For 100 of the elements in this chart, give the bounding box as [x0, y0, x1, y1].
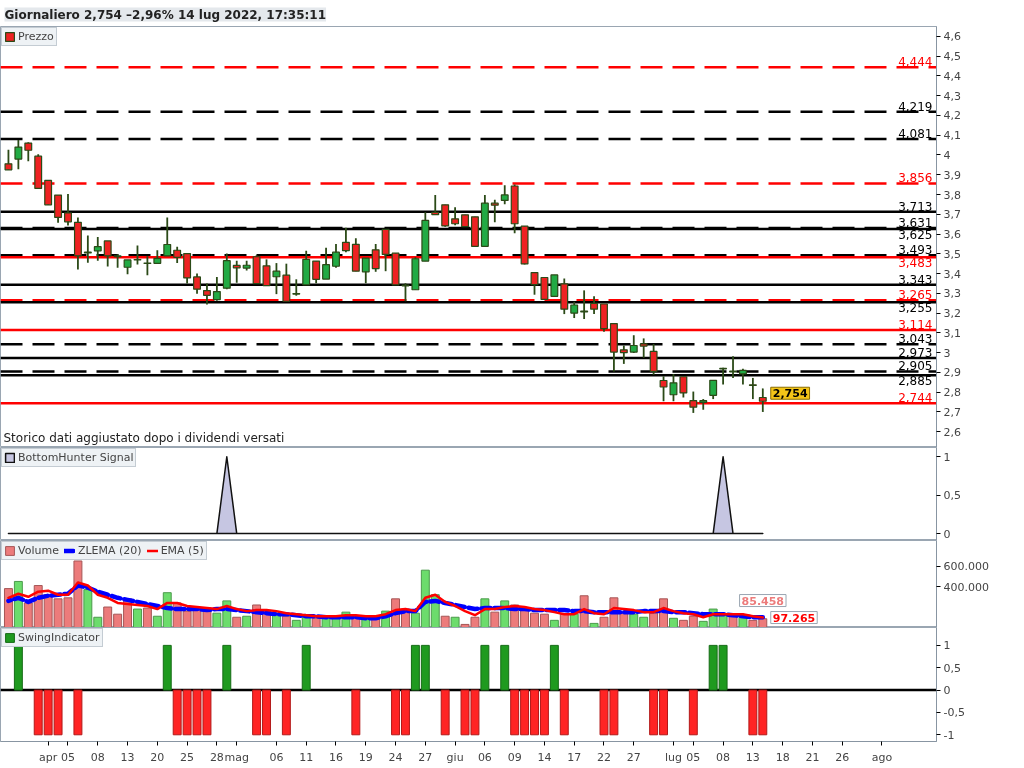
candlestick	[103, 240, 112, 268]
candlestick	[332, 243, 340, 269]
candlestick	[649, 343, 658, 376]
x-tick-label: apr	[39, 750, 58, 764]
candlestick	[64, 193, 72, 227]
x-tick-label: lug	[664, 750, 682, 764]
y-tick-label: 3,1	[943, 326, 961, 340]
legend-label: SwingIndicator	[18, 631, 100, 644]
candlestick	[490, 198, 499, 224]
x-tick-label: mag	[224, 750, 249, 764]
x-tick-label: 17	[567, 750, 582, 764]
candlestick	[371, 243, 380, 273]
ref-line-label: 3,631	[898, 215, 933, 230]
ref-line-label: 4,219	[898, 99, 933, 114]
bar	[440, 615, 450, 627]
ref-line-label: 4,081	[898, 126, 933, 141]
ref-line-label: 3,114	[898, 318, 933, 333]
bar	[232, 616, 242, 627]
bar	[559, 613, 569, 627]
y-tick-label: 4,4	[943, 69, 961, 83]
candlestick	[441, 203, 450, 228]
chart-title: Giornaliero 2,754 –2,96% 14 lug 2022, 17:35:11	[4, 7, 327, 22]
y-tick-label: -0,5	[943, 706, 965, 720]
x-tick-label: ago	[871, 750, 893, 764]
ref-line-label: 3,625	[898, 228, 933, 243]
x-tick-label: 22	[596, 750, 611, 764]
y-tick-label: 1	[943, 639, 951, 653]
candlestick	[133, 244, 142, 266]
candlestick	[322, 246, 331, 280]
bar	[311, 617, 321, 627]
x-tick-label: 21	[805, 750, 820, 764]
candlestick	[709, 379, 718, 400]
x-tick-label: 13	[120, 750, 135, 764]
y-tick-label: 2,9	[943, 366, 961, 380]
y-tick-label: 2,8	[943, 386, 961, 400]
x-tick-label: 19	[358, 750, 373, 764]
candlestick	[580, 289, 589, 320]
text: 2,754	[772, 387, 808, 401]
y-tick-label: 2,6	[943, 425, 961, 439]
bar	[569, 613, 579, 627]
y-tick-label: 3,9	[943, 168, 961, 182]
x-tick-label: 05	[61, 750, 75, 764]
x-tick-label: 06	[477, 750, 492, 764]
bar	[589, 622, 599, 627]
y-tick-label: 4,3	[943, 89, 961, 103]
ref-line-label: 4,444	[898, 55, 933, 70]
x-tick-label: 14	[537, 750, 552, 764]
candlestick	[679, 375, 688, 399]
y-tick-label: 3,6	[943, 228, 961, 242]
y-tick-label: 3,8	[943, 188, 961, 202]
x-tick-label: 05	[686, 750, 701, 764]
y-tick-label: -1	[943, 728, 955, 742]
candlestick	[689, 390, 698, 414]
candlestick	[748, 377, 757, 400]
x-tick-label: 16	[328, 750, 343, 764]
candlestick	[500, 184, 509, 206]
x-tick-label: 20	[150, 750, 165, 764]
y-tick-label: 3,2	[943, 307, 961, 321]
ref-line-label: 2,973	[898, 345, 933, 360]
candlestick	[202, 282, 211, 306]
ref-line-label: 3,493	[898, 243, 933, 258]
candlestick	[550, 274, 559, 297]
candlestick	[758, 387, 767, 413]
bar	[133, 608, 142, 627]
bar	[142, 607, 152, 627]
x-tick-label: 27	[626, 750, 641, 764]
bar	[450, 616, 460, 627]
candlestick	[639, 337, 648, 359]
bar	[281, 615, 291, 627]
legend-label: BottomHunter Signal	[18, 451, 134, 464]
ref-line-label: 3,856	[898, 171, 933, 186]
ref-line-label: 2,744	[898, 391, 933, 406]
y-tick-label: 3,7	[943, 208, 961, 222]
candlestick	[193, 272, 201, 295]
ref-line-label: 3,043	[898, 332, 933, 347]
legend-label: Prezzo	[18, 30, 54, 43]
x-tick-label: 13	[745, 750, 760, 764]
x-tick-label: 11	[299, 750, 314, 764]
legend-label: ZLEMA (20)	[77, 544, 142, 557]
candlestick	[312, 260, 321, 285]
bar	[490, 611, 500, 627]
x-tick-label: 08	[90, 750, 105, 764]
ref-line-label: 2,905	[898, 359, 933, 374]
ref-line-label: 2,885	[898, 374, 933, 389]
y-tick-label: 1	[943, 450, 951, 464]
x-tick-label: 28	[209, 750, 224, 764]
candlestick	[292, 278, 301, 297]
ref-line-label: 3,483	[898, 256, 933, 271]
candlestick	[361, 257, 370, 285]
candlestick	[83, 234, 92, 264]
x-tick-label: 24	[388, 750, 403, 764]
candlestick	[93, 236, 102, 262]
bar	[549, 619, 559, 627]
legend-label: Volume	[18, 544, 59, 557]
x-tick-label: 08	[716, 750, 731, 764]
x-tick-label: 06	[269, 750, 284, 764]
y-tick-label: 0,5	[943, 489, 961, 503]
bar	[669, 617, 678, 627]
y-tick-label: 4	[943, 148, 951, 162]
candlestick	[163, 216, 172, 257]
